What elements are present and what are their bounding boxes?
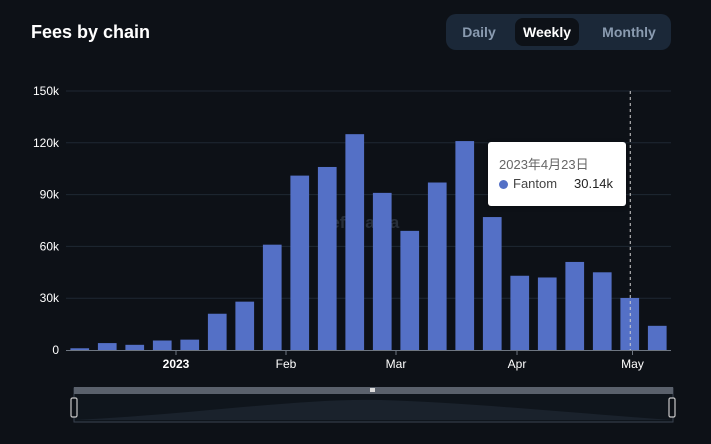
monthly-button[interactable]: Monthly (602, 24, 656, 40)
x-tick-label: May (621, 357, 644, 371)
bar (620, 297, 640, 350)
zoom-left-handle[interactable] (70, 397, 78, 418)
zoom-grip-icon (370, 388, 375, 392)
bar (537, 277, 557, 350)
tooltip-value: 30.14k (574, 176, 614, 191)
tooltip-date: 2023年4月23日 (499, 157, 589, 172)
bar (592, 272, 612, 350)
series-dot-icon (499, 180, 508, 189)
bar (180, 339, 200, 350)
x-tick-label: Feb (276, 357, 297, 371)
bar (482, 217, 502, 350)
bar (510, 275, 530, 350)
bar (70, 348, 90, 350)
y-tick-label: 150k (33, 84, 60, 98)
bar (647, 325, 667, 350)
zoom-preview (74, 399, 672, 420)
x-tick-label: 2023 (163, 357, 190, 371)
bar (400, 230, 420, 350)
zoom-right-handle[interactable] (668, 397, 676, 418)
daily-button[interactable]: Daily (462, 24, 496, 40)
bar (207, 313, 227, 350)
y-tick-label: 60k (40, 239, 60, 253)
chart-title: Fees by chain (31, 22, 151, 42)
x-tick-label: Mar (386, 357, 407, 371)
bar (317, 166, 337, 350)
period-toggle: Daily Weekly Monthly (446, 14, 671, 50)
bar (262, 244, 282, 350)
bar (235, 301, 255, 350)
y-tick-label: 120k (33, 136, 60, 150)
x-tick-label: Apr (508, 357, 527, 371)
weekly-button[interactable]: Weekly (515, 18, 579, 46)
bar (427, 182, 447, 350)
y-tick-label: 30k (40, 291, 60, 305)
tooltip-series: Fantom (513, 176, 558, 191)
bar (125, 344, 145, 350)
bar (565, 261, 585, 350)
tooltip: 2023年4月23日 Fantom 30.14k (488, 142, 626, 206)
bar (97, 343, 117, 350)
y-tick-label: 0 (52, 343, 59, 357)
bar (152, 340, 172, 350)
y-tick-label: 90k (40, 188, 60, 202)
bar (455, 141, 475, 350)
bar (345, 134, 365, 350)
zoom-slider[interactable] (70, 387, 676, 423)
bar (290, 175, 310, 350)
bar (372, 192, 392, 350)
